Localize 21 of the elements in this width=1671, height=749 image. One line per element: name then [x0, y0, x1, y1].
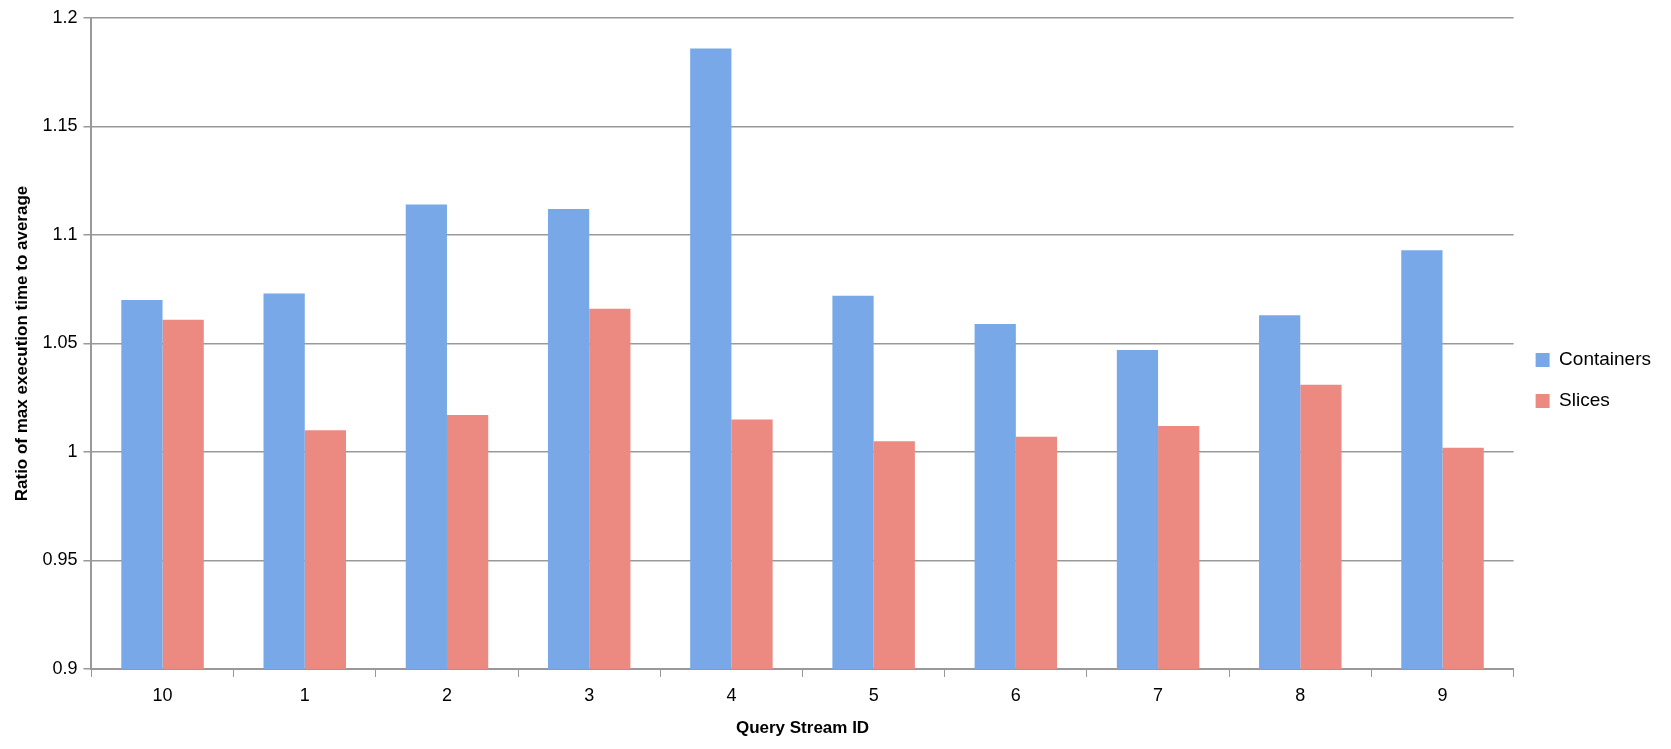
x-tick-label: 6	[1010, 684, 1021, 705]
x-tick-label: 2	[441, 684, 452, 705]
x-tick-label: 8	[1295, 684, 1306, 705]
x-tick-label: 10	[152, 684, 173, 705]
legend-label: Slices	[1559, 389, 1610, 411]
x-tick-label: 9	[1437, 684, 1448, 705]
y-axis-title: Ratio of max execution time to average	[11, 185, 31, 502]
y-tick-label: 1.05	[42, 332, 78, 353]
legend-label: Containers	[1559, 348, 1652, 370]
y-tick-label: 1.2	[52, 6, 78, 27]
y-tick-label: 1.1	[52, 223, 78, 244]
y-tick-label: 0.95	[42, 549, 78, 570]
y-tick-label: 1	[67, 440, 78, 461]
x-tick-label: 3	[584, 684, 595, 705]
x-tick-label: 4	[726, 684, 737, 705]
x-axis-title: Query Stream ID	[735, 718, 870, 738]
x-tick-label: 7	[1153, 684, 1164, 705]
x-tick-label: 1	[299, 684, 310, 705]
y-tick-label: 1.15	[42, 115, 78, 136]
x-tick-label: 5	[868, 684, 879, 705]
y-tick-label: 0.9	[52, 657, 78, 678]
